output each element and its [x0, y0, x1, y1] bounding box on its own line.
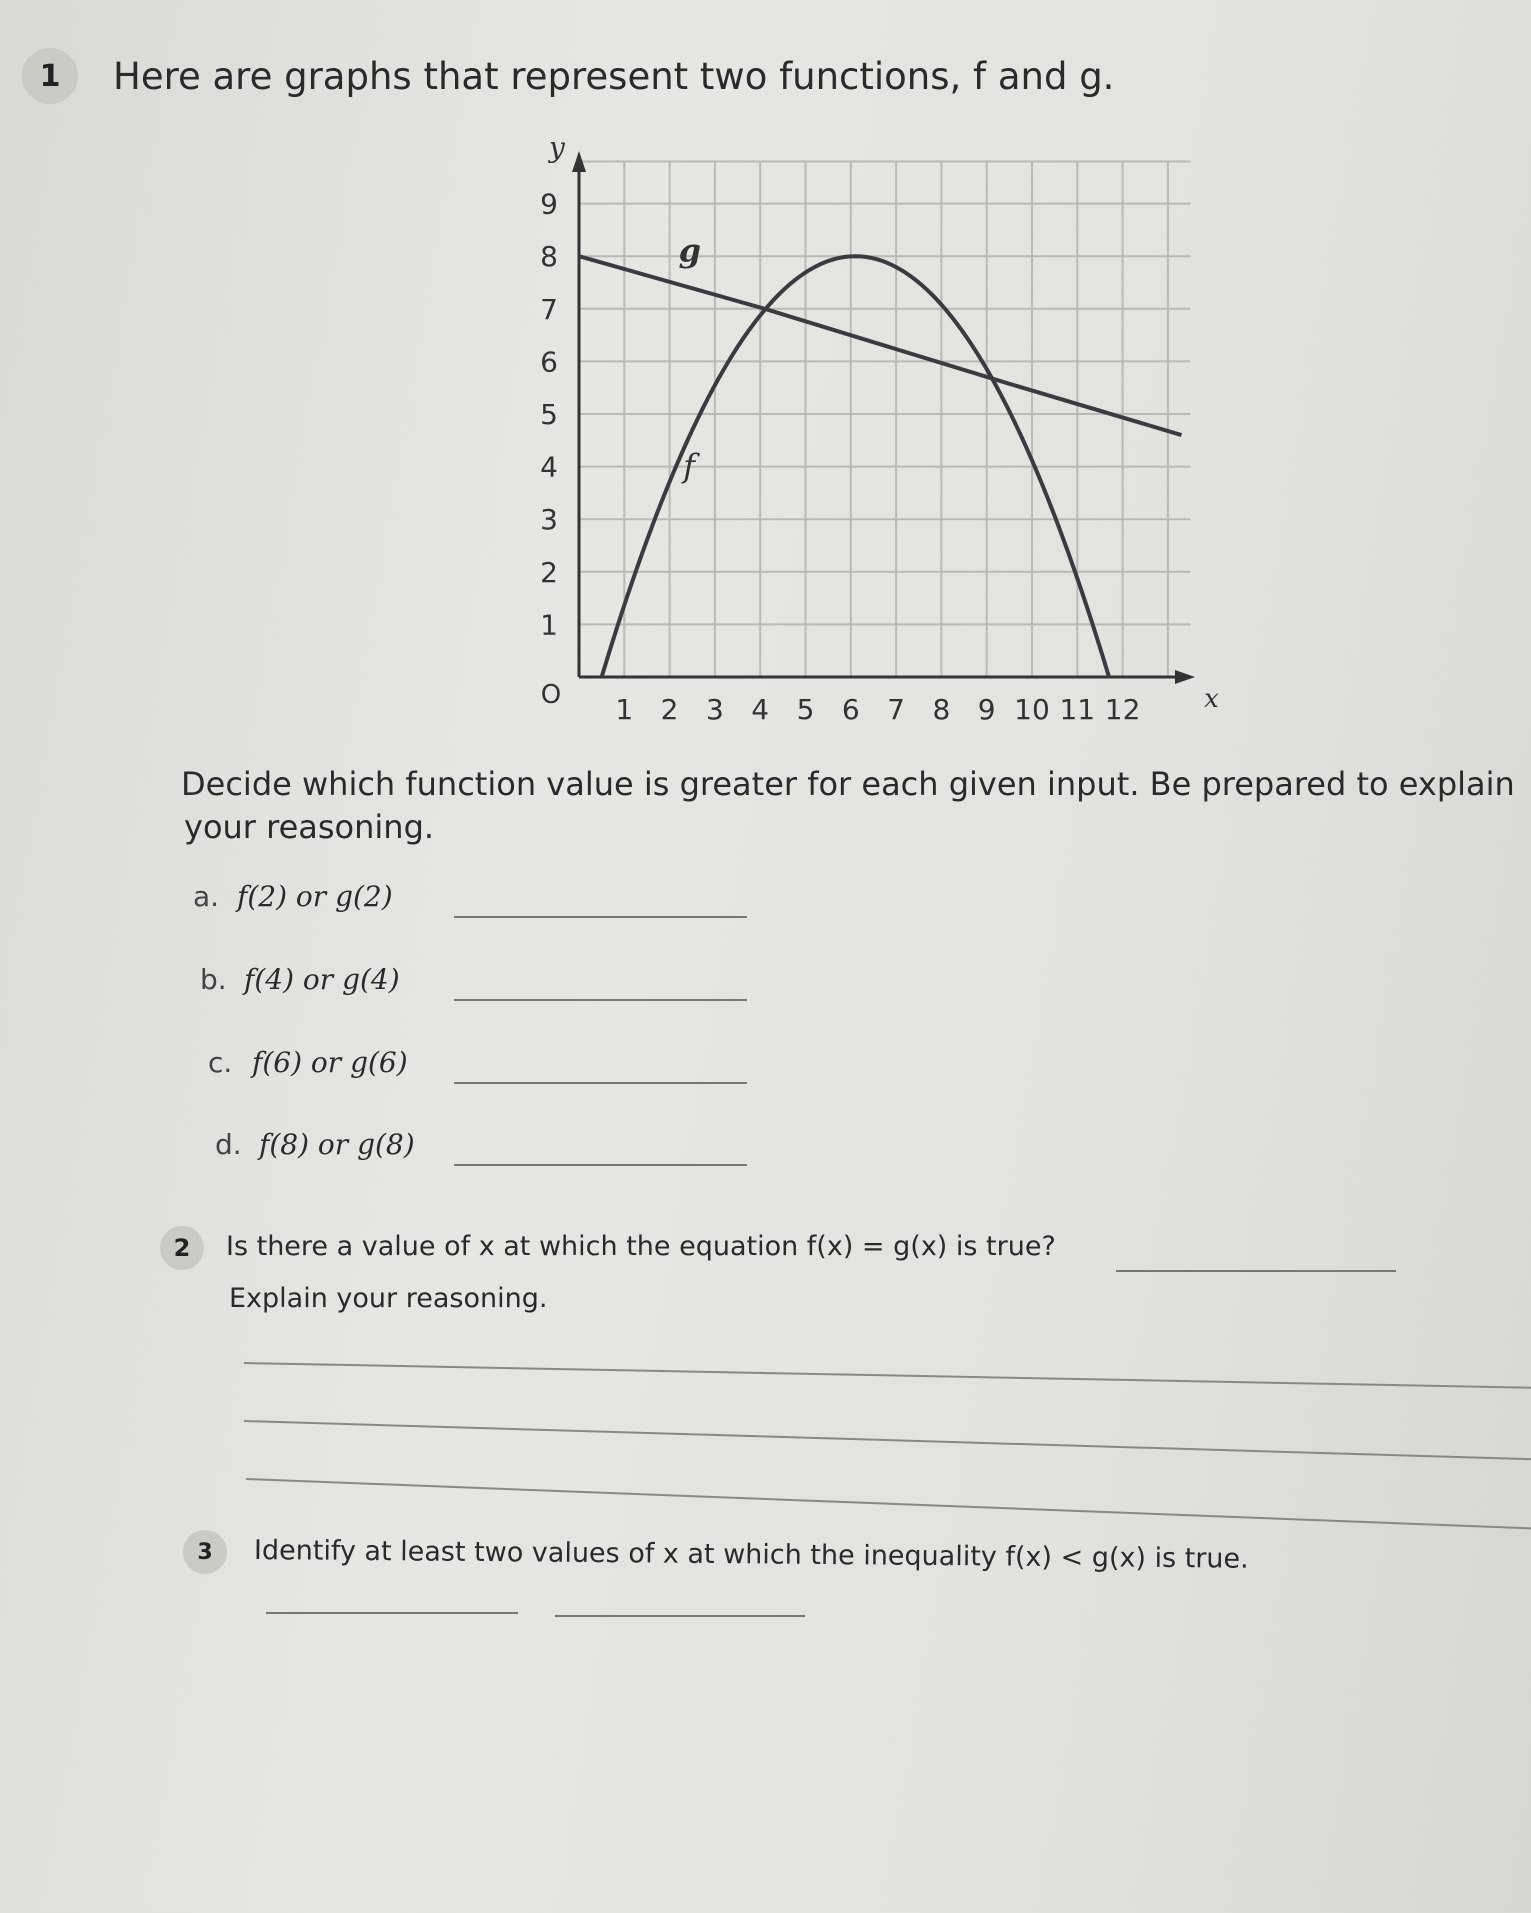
- x-axis-arrow: [1174, 670, 1196, 684]
- curve-f: [599, 254, 1111, 678]
- y-axis-label: y: [547, 131, 566, 164]
- explanation-line-3[interactable]: [245, 1478, 1531, 1530]
- x-tick-label: 12: [1105, 693, 1141, 726]
- x-tick-label: 11: [1059, 693, 1095, 726]
- question-2-explain: Explain your reasoning.: [229, 1283, 548, 1314]
- question-2-text: Is there a value of x at which the equat…: [226, 1231, 1056, 1262]
- question-2-answer-blank[interactable]: [1116, 1270, 1396, 1272]
- explanation-line-2[interactable]: [243, 1420, 1531, 1461]
- question-3-text: Identify at least two values of x at whi…: [253, 1535, 1249, 1575]
- x-axis-label: x: [1204, 684, 1219, 714]
- origin-label: O: [541, 680, 561, 710]
- x-tick-label: 8: [932, 693, 950, 726]
- x-tick-label: 4: [751, 693, 769, 726]
- y-tick-label: 8: [540, 240, 558, 273]
- question-1-item: c. f(6) or g(6): [208, 1046, 408, 1079]
- y-tick-label: 4: [540, 451, 558, 484]
- x-tick-label: 2: [661, 693, 679, 726]
- question-3-answer-blank-2[interactable]: [555, 1615, 805, 1617]
- y-tick-label: 3: [540, 503, 558, 536]
- line-g: [578, 254, 1183, 437]
- x-tick-label: 7: [887, 693, 905, 726]
- y-tick-label: 7: [540, 293, 558, 326]
- question-3-badge: 3: [183, 1530, 227, 1574]
- x-tick-label: 9: [978, 693, 996, 726]
- question-1-title: Here are graphs that represent two funct…: [113, 55, 1115, 98]
- answer-blank[interactable]: [454, 999, 747, 1001]
- series-label-g: g: [679, 231, 701, 269]
- y-tick-label: 1: [540, 608, 558, 641]
- y-tick-label: 6: [540, 345, 558, 378]
- y-tick-label: 5: [540, 398, 558, 431]
- x-tick-label: 5: [797, 693, 815, 726]
- item-text: f(6) or g(6): [252, 1046, 408, 1079]
- question-1-item: d. f(8) or g(8): [215, 1128, 415, 1161]
- item-text: f(4) or g(4): [244, 963, 400, 996]
- question-1-badge: 1: [22, 48, 78, 104]
- y-tick-label: 2: [540, 556, 558, 589]
- answer-blank[interactable]: [454, 1164, 747, 1166]
- answer-blank[interactable]: [454, 1082, 747, 1084]
- y-axis-arrow: [572, 151, 586, 173]
- x-tick-label: 1: [615, 693, 633, 726]
- x-tick-label: 10: [1014, 693, 1050, 726]
- explanation-line-1[interactable]: [243, 1362, 1531, 1389]
- item-label: b.: [200, 963, 227, 996]
- x-tick-label: 6: [842, 693, 860, 726]
- item-label: d.: [215, 1128, 242, 1161]
- x-tick-label: 3: [706, 693, 724, 726]
- question-2-badge: 2: [160, 1226, 204, 1270]
- y-tick-label: 9: [540, 188, 558, 221]
- question-1-item: b. f(4) or g(4): [200, 963, 400, 996]
- question-1-item: a. f(2) or g(2): [193, 880, 393, 913]
- item-text: f(8) or g(8): [259, 1128, 415, 1161]
- instruction-line-2: your reasoning.: [184, 808, 435, 846]
- item-label: c.: [208, 1046, 233, 1079]
- answer-blank[interactable]: [454, 916, 747, 918]
- item-text: f(2) or g(2): [237, 880, 393, 913]
- question-3-answer-blank-1[interactable]: [266, 1612, 518, 1614]
- instruction-line-1: Decide which function value is greater f…: [181, 765, 1515, 803]
- item-label: a.: [193, 880, 220, 913]
